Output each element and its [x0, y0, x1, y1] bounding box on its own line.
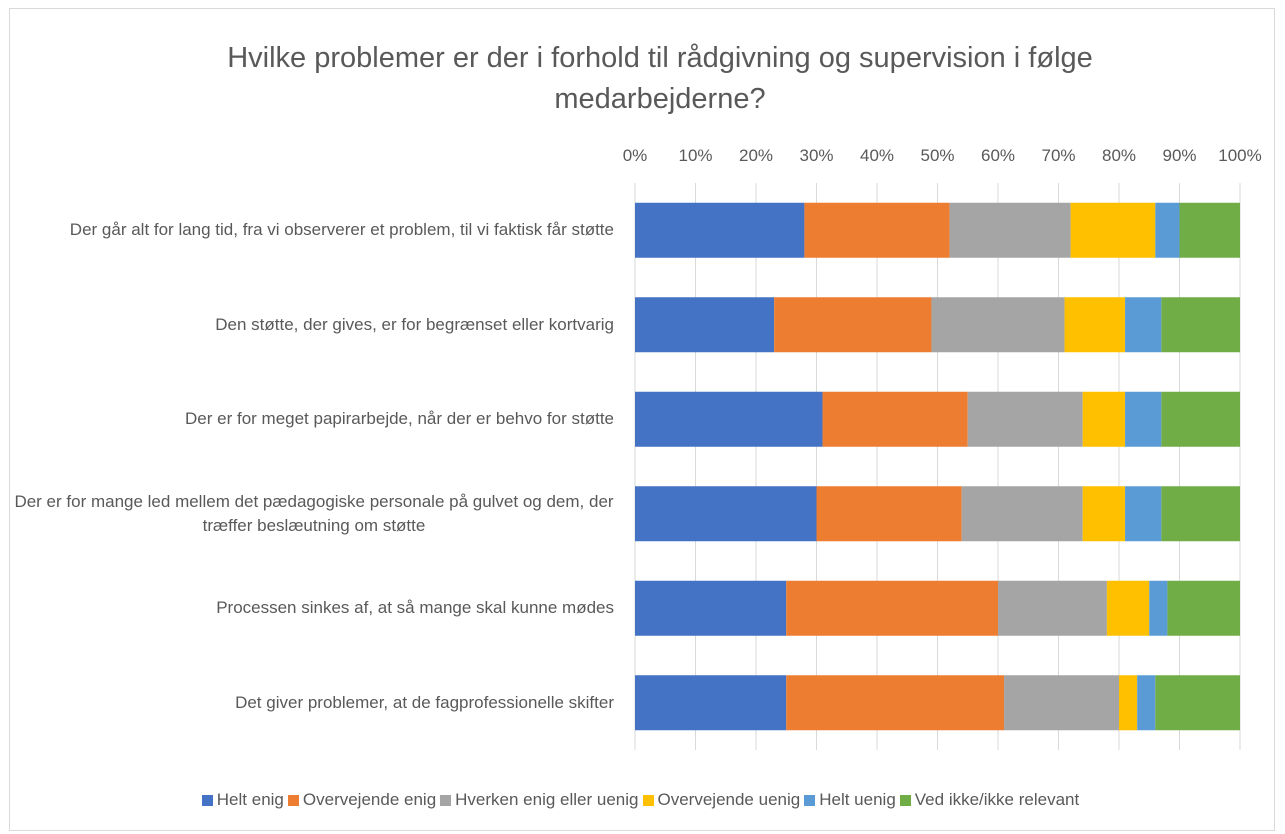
legend-item: Overvejende enig	[287, 790, 437, 810]
category-label: Der går alt for lang tid, fra vi observe…	[0, 218, 614, 242]
bar-segment	[1155, 202, 1180, 258]
bar-segment	[1106, 580, 1150, 636]
bar-segment	[635, 580, 787, 636]
bar-segment	[961, 486, 1083, 542]
bar-segment	[1064, 297, 1126, 353]
bar-segment	[1155, 675, 1240, 731]
x-tick-label: 0%	[622, 146, 648, 165]
legend-label: Hverken enig eller uenig	[455, 790, 639, 809]
x-tick-label: 10%	[678, 146, 713, 165]
legend-swatch	[804, 794, 816, 806]
category-label: Der er for meget papirarbejde, når der e…	[0, 407, 614, 431]
x-tick-label: 20%	[738, 146, 774, 165]
legend-label: Overvejende uenig	[657, 790, 801, 809]
bar-segment	[1119, 675, 1138, 731]
bar-segment	[1125, 297, 1162, 353]
legend-label: Ved ikke/ikke relevant	[914, 790, 1080, 809]
legend-label: Overvejende enig	[302, 790, 437, 809]
bar-segment	[786, 580, 998, 636]
category-label: Den støtte, der gives, er for begrænset …	[0, 313, 614, 337]
category-text: Der er for meget papirarbejde, når der e…	[185, 409, 614, 429]
x-tick-label: 50%	[920, 146, 955, 165]
legend-label: Helt uenig	[819, 790, 896, 809]
category-text: Der er for mange led mellem det pædagogi…	[14, 491, 614, 535]
bar-segment	[1070, 202, 1156, 258]
bar-segment	[1004, 675, 1119, 731]
bar-segment	[1179, 202, 1240, 258]
x-tick-label: 100%	[1218, 146, 1262, 165]
category-label: Der er for mange led mellem det pædagogi…	[0, 490, 614, 538]
bar-segment	[1149, 580, 1168, 636]
legend-item: Ved ikke/ikke relevant	[899, 790, 1080, 810]
legend-item: Hverken enig eller uenig	[440, 790, 639, 810]
bar-segment	[786, 675, 1005, 731]
legend-swatch	[440, 794, 452, 806]
x-tick-label: 90%	[1162, 146, 1197, 165]
x-tick-label: 70%	[1041, 146, 1076, 165]
legend-item: Helt enig	[201, 790, 284, 810]
bar-segment	[1082, 391, 1126, 447]
category-label: Processen sinkes af, at så mange skal ku…	[0, 596, 614, 620]
bar-segment	[1161, 486, 1240, 542]
bar-segment	[635, 486, 817, 542]
bar-segment	[635, 391, 823, 447]
category-text: Processen sinkes af, at så mange skal ku…	[216, 598, 614, 618]
legend: Helt enig Overvejende enig Hverken enig el…	[0, 790, 1285, 810]
x-tick-label: 40%	[859, 146, 895, 165]
chart-frame	[9, 8, 1275, 831]
bar-segment	[635, 202, 805, 258]
legend-swatch	[899, 794, 911, 806]
legend-swatch	[642, 794, 654, 806]
category-text: Der går alt for lang tid, fra vi observe…	[69, 220, 614, 240]
bar-segment	[816, 486, 962, 542]
legend-swatch	[287, 794, 299, 806]
bar-segment	[1161, 391, 1240, 447]
bar-segment	[635, 675, 787, 731]
legend-item: Helt uenig	[804, 790, 896, 810]
category-text: Den støtte, der gives, er for begrænset …	[215, 314, 614, 334]
chart-title: Hvilke problemer er der i forhold til rå…	[227, 42, 1093, 115]
category-text: Det giver problemer, at de fagprofession…	[235, 692, 614, 712]
bar-segment	[1137, 675, 1156, 731]
x-tick-label: 60%	[980, 146, 1016, 165]
category-label: Det giver problemer, at de fagprofession…	[0, 691, 614, 715]
legend-label: Helt enig	[216, 790, 284, 809]
bar-segment	[1125, 391, 1162, 447]
bar-segment	[774, 297, 932, 353]
bar-segment	[967, 391, 1083, 447]
bar-segment	[1125, 486, 1162, 542]
bar-segment	[822, 391, 968, 447]
bar-segment	[1161, 297, 1240, 353]
bar-segment	[635, 297, 775, 353]
bar-segment	[949, 202, 1071, 258]
bar-segment	[804, 202, 950, 258]
bar-segment	[931, 297, 1065, 353]
bar-segment	[998, 580, 1107, 636]
x-tick-label: 30%	[799, 146, 834, 165]
bar-segment	[1082, 486, 1126, 542]
legend-swatch	[201, 794, 213, 806]
x-tick-label: 80%	[1101, 146, 1137, 165]
bar-segment	[1167, 580, 1240, 636]
legend-item: Overvejende uenig	[642, 790, 801, 810]
